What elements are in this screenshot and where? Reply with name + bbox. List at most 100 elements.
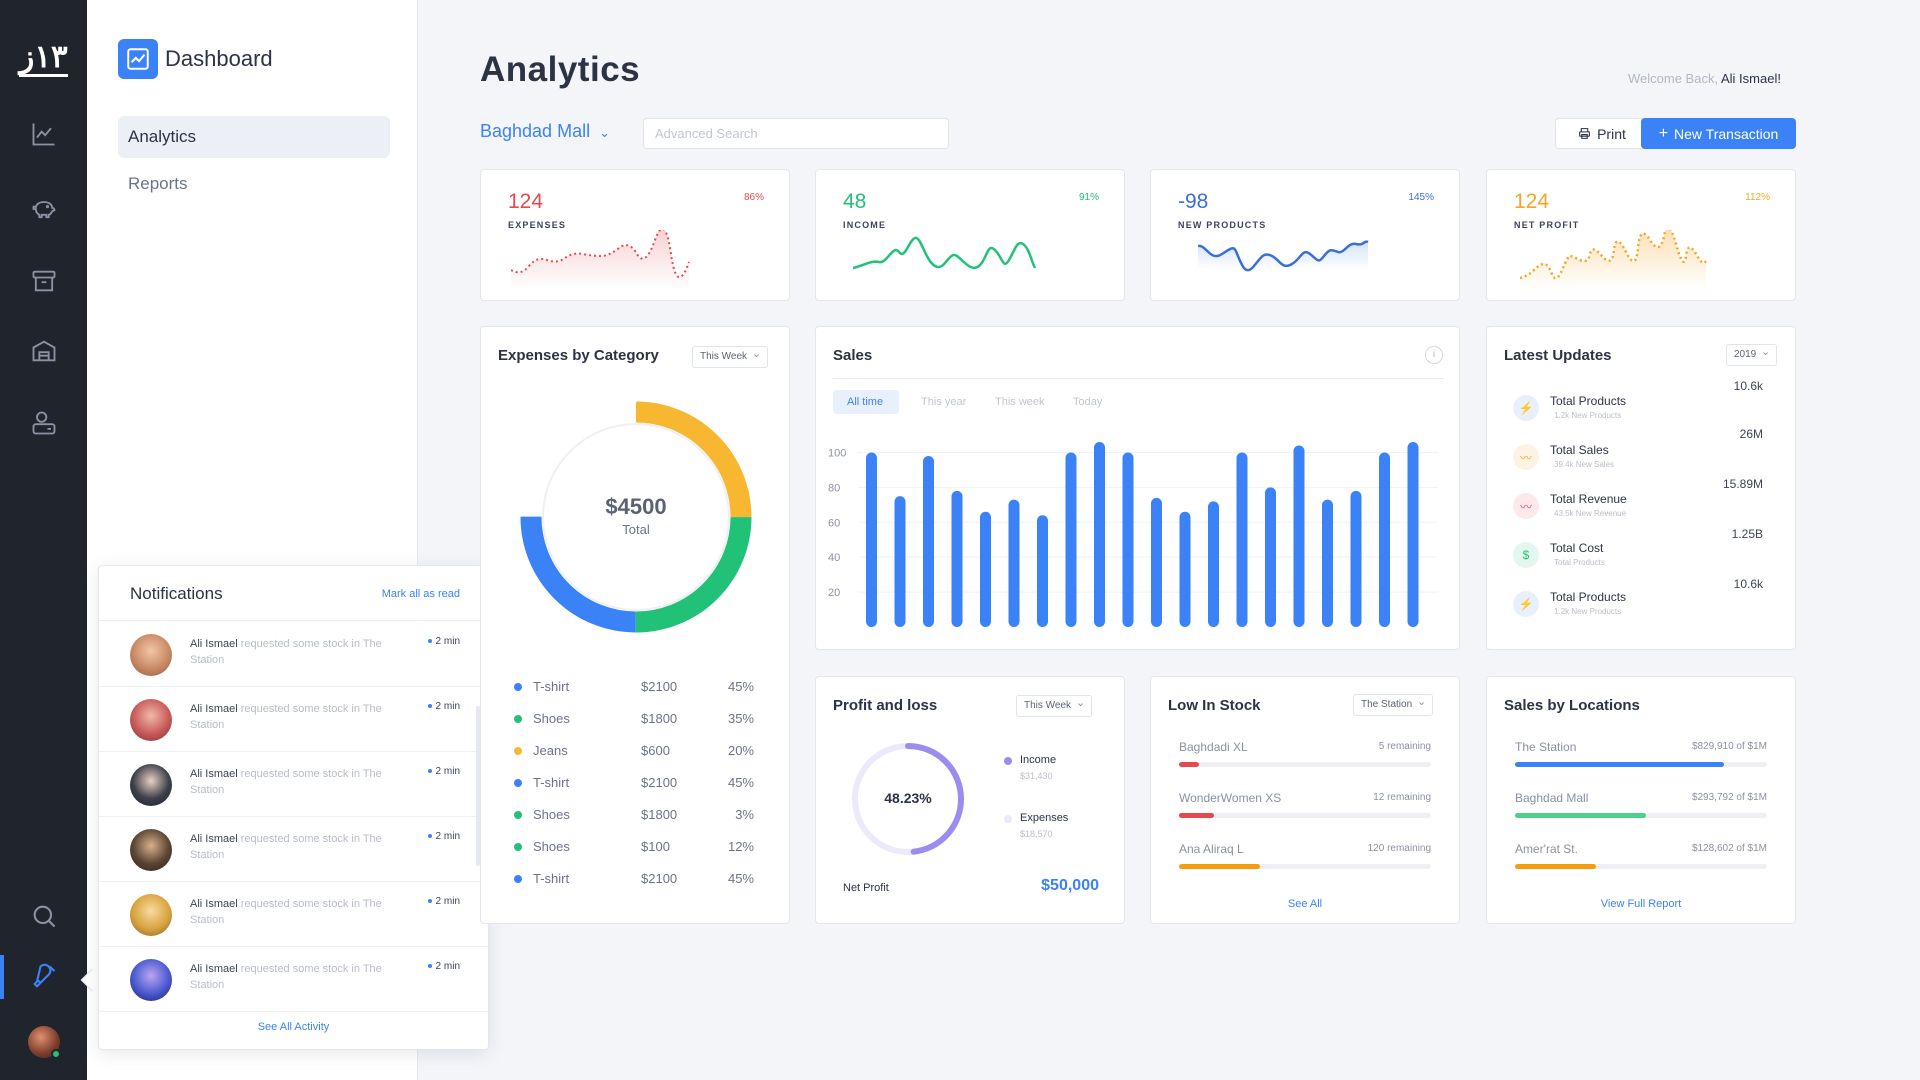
kpi-label: NET PROFIT (1514, 220, 1580, 230)
analytics-icon[interactable] (0, 114, 87, 154)
period-dropdown[interactable]: This Week (692, 344, 769, 368)
update-item[interactable]: $ Total Cost Total Products (1513, 540, 1773, 580)
sales-bar[interactable] (1122, 452, 1134, 627)
search-icon[interactable] (0, 896, 87, 936)
tab-this-year[interactable]: This year (921, 396, 967, 408)
notification-time: 2 min (428, 766, 460, 777)
update-item[interactable]: ⚡ Total Products 1.2k New Products (1513, 589, 1773, 629)
mark-all-read-link[interactable]: Mark all as read (381, 588, 460, 600)
kpi-value: -98 (1178, 190, 1209, 213)
print-button[interactable]: Print (1555, 118, 1649, 149)
sales-bar[interactable] (1322, 499, 1333, 627)
update-value: 26M (1739, 427, 1763, 441)
piggy-bank-icon[interactable] (0, 189, 87, 229)
sales-bar[interactable] (1037, 515, 1048, 627)
notification-item[interactable]: Ali Ismael requested some stock in The S… (99, 947, 488, 1012)
printer-icon (1579, 128, 1591, 139)
kpi-card-new-products: -98 NEW PRODUCTS 145% (1150, 169, 1460, 301)
notification-item[interactable]: Ali Ismael requested some stock in The S… (99, 622, 488, 687)
store-icon[interactable] (0, 331, 87, 371)
new-products-sparkline (1198, 240, 1369, 272)
sales-bar[interactable] (1008, 499, 1020, 627)
notifications-header: Notifications Mark all as read (99, 566, 488, 621)
store-dropdown[interactable]: The Station (1353, 692, 1434, 716)
notifications-panel: Notifications Mark all as read Ali Ismae… (98, 565, 489, 1050)
app-logo[interactable]: ١٣ز (0, 36, 87, 80)
page-title: Analytics (480, 50, 641, 89)
sidebar-item-analytics[interactable]: Analytics (118, 116, 390, 158)
sales-bar[interactable] (951, 490, 963, 627)
y-tick-label: 80 (828, 482, 840, 494)
progress-fill (1515, 762, 1725, 767)
sales-bar[interactable] (1265, 487, 1276, 627)
update-item[interactable]: 〰 Total Revenue 43.5k New Revenue (1513, 491, 1773, 531)
sales-bar[interactable] (923, 455, 934, 627)
item-value: $293,792 of $1M (1691, 792, 1767, 803)
sidebar-item-reports[interactable]: Reports (128, 174, 188, 193)
item-value: $128,602 of $1M (1691, 843, 1767, 854)
location-label: Baghdad Mall (480, 121, 591, 141)
sales-bar[interactable] (1293, 445, 1305, 627)
sales-bar[interactable] (980, 511, 991, 627)
tab-this-week[interactable]: This week (995, 396, 1045, 408)
progress-track (1515, 864, 1767, 869)
expense-amount: $1800 (641, 711, 678, 726)
notification-message: requested some stock in The Station (190, 833, 382, 861)
sales-bar[interactable] (1350, 490, 1362, 627)
tab-all-time[interactable]: All time (847, 396, 884, 408)
user-avatar[interactable] (0, 1022, 87, 1062)
bell-icon[interactable] (0, 957, 87, 997)
search-input[interactable]: Advanced Search (643, 118, 949, 149)
sales-bar[interactable] (1179, 511, 1191, 627)
profit-ring-chart (852, 743, 964, 855)
notification-item[interactable]: Ali Ismael requested some stock in The S… (99, 817, 488, 882)
notification-item[interactable]: Ali Ismael requested some stock in The S… (99, 687, 488, 752)
sales-bar[interactable] (866, 452, 877, 627)
sales-bar[interactable] (1407, 441, 1419, 627)
kpi-percent: 86% (743, 192, 764, 203)
expenses-by-category-card: Expenses by Category This Week $4500 Tot… (480, 326, 790, 924)
divider (833, 378, 1444, 379)
item-name: The Station (1515, 740, 1577, 754)
sales-bar[interactable] (894, 496, 906, 627)
progress-track (1179, 813, 1431, 818)
expense-percent: 12% (727, 839, 754, 854)
sales-bar[interactable] (1151, 497, 1162, 627)
avatar (130, 959, 172, 1001)
view-full-report-link[interactable]: View Full Report (1600, 898, 1682, 910)
item-value: 120 remaining (1367, 843, 1431, 854)
notification-item[interactable]: Ali Ismael requested some stock in The S… (99, 882, 488, 947)
income-value: $31,430 (1020, 771, 1053, 781)
info-icon[interactable]: i (1425, 346, 1443, 364)
progress-track (1179, 864, 1431, 869)
sales-bar[interactable] (1065, 452, 1077, 627)
see-all-link[interactable]: See All (1287, 898, 1323, 910)
kpi-card-net-profit: 124 NET PROFIT 112% (1486, 169, 1796, 301)
scrollbar[interactable] (476, 706, 480, 866)
card-title: Sales by Locations (1504, 697, 1640, 714)
period-dropdown[interactable]: This Week (1016, 693, 1093, 717)
update-value: 1.25B (1731, 527, 1763, 541)
profit-percent: 48.23% (884, 790, 932, 806)
sales-bar[interactable] (1208, 501, 1219, 627)
update-item[interactable]: ⚡ Total Products 1.2k New Products (1513, 393, 1773, 433)
new-transaction-button[interactable]: + New Transaction (1641, 118, 1796, 149)
year-dropdown[interactable]: 2019 (1726, 342, 1778, 366)
bolt-icon: ⚡ (1513, 591, 1539, 617)
expense-amount: $2100 (641, 679, 678, 694)
kpi-value: 124 (508, 190, 544, 213)
sales-bar[interactable] (1094, 441, 1105, 627)
update-subtitle: 39.4k New Sales (1554, 460, 1615, 469)
legend-dot-income (1004, 757, 1012, 765)
tab-today[interactable]: Today (1073, 396, 1103, 408)
sales-bar[interactable] (1236, 452, 1248, 627)
user-badge-icon[interactable] (0, 403, 87, 443)
notification-text: Ali Ismael requested some stock in The S… (190, 896, 410, 928)
sales-bar[interactable] (1379, 452, 1390, 627)
notification-item[interactable]: Ali Ismael requested some stock in The S… (99, 752, 488, 817)
location-dropdown[interactable]: Baghdad Mall ⌄ (480, 121, 610, 142)
see-all-activity-link[interactable]: See All Activity (257, 1021, 330, 1033)
update-item[interactable]: 〰 Total Sales 39.4k New Sales (1513, 442, 1773, 482)
income-label: Income (1020, 754, 1057, 766)
archive-icon[interactable] (0, 261, 87, 301)
